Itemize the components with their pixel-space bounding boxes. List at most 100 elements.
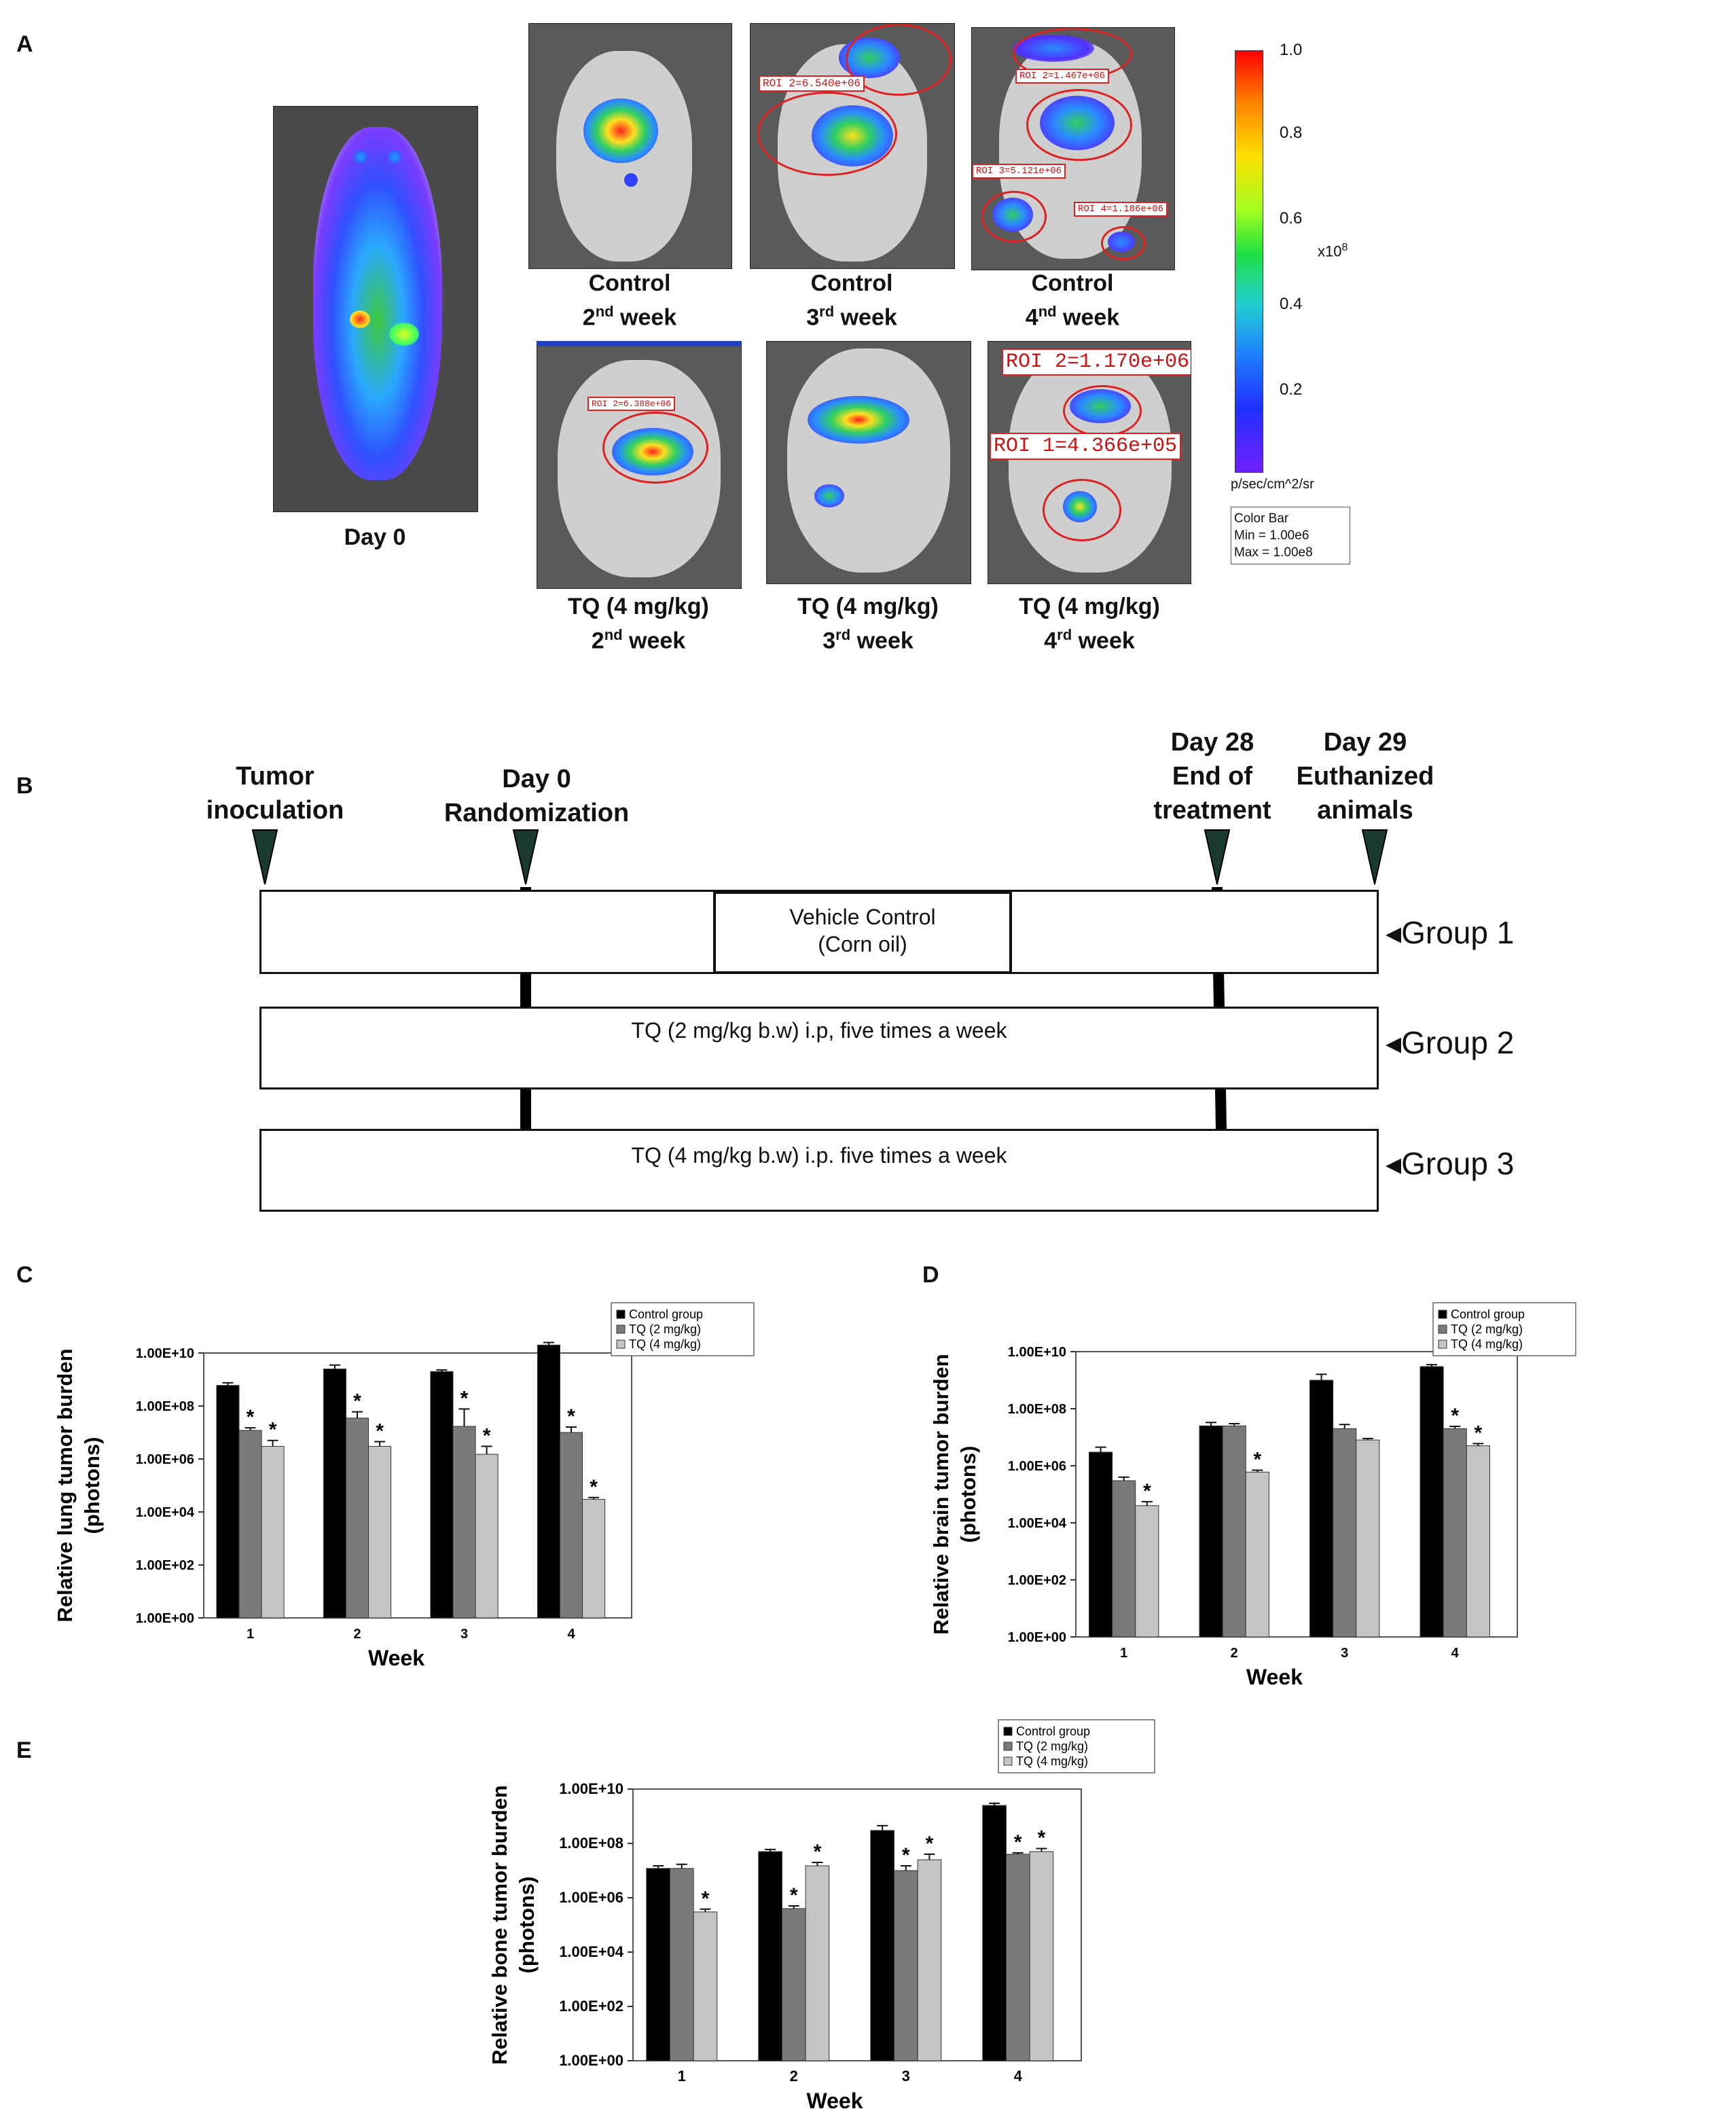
- legend-swatch: [616, 1324, 626, 1334]
- roi-ellipse: [757, 92, 897, 176]
- bar: [559, 1432, 583, 1619]
- color-tick: 0.8: [1280, 124, 1303, 142]
- legend-label: TQ (4 mg/kg): [1451, 1337, 1523, 1351]
- bar: [452, 1426, 476, 1619]
- bar: [1245, 1471, 1269, 1638]
- y-axis-label-unit: (photons): [956, 1446, 980, 1543]
- bar: [1443, 1428, 1467, 1638]
- panel-letter-a: A: [16, 31, 33, 57]
- significance-marker: *: [483, 1424, 491, 1447]
- bar: [693, 1911, 718, 2061]
- y-tick-label: 1.00E+10: [559, 1780, 623, 1797]
- x-tick-label: 3: [1341, 1646, 1348, 1661]
- label-tumor-inoculation: Tumor inoculation: [197, 759, 353, 827]
- x-axis-label: Week: [1246, 1665, 1303, 1689]
- bar: [1222, 1425, 1246, 1638]
- legend-label: TQ (4 mg/kg): [1016, 1754, 1088, 1768]
- legend-swatch: [616, 1339, 626, 1349]
- caption-tq-week2: TQ (4 mg/kg) 2nd week: [523, 592, 754, 655]
- y-tick-label: 1.00E+04: [1008, 1516, 1067, 1531]
- color-legend-max: Max = 1.00e8: [1234, 545, 1313, 560]
- color-multiplier-base: x10: [1318, 242, 1342, 260]
- arrowhead-inoculation: [251, 829, 278, 885]
- signal-blob: [354, 150, 367, 164]
- caption-control-week2: Control 2nd week: [528, 269, 731, 331]
- roi-label: ROI 2=1.467e+06: [1015, 69, 1110, 84]
- roi-ellipse: [1043, 479, 1121, 541]
- y-tick-label: 1.00E+08: [1008, 1402, 1066, 1417]
- label-line: animals: [1317, 796, 1413, 825]
- bar: [1466, 1445, 1490, 1638]
- chart-lung: 1.00E+00 1.00E+02 1.00E+04 1.00E+06 1.00E+08…: [53, 1302, 755, 1670]
- signal-blob: [388, 150, 401, 164]
- bar: [537, 1344, 560, 1619]
- legend-label: Control group: [1451, 1308, 1525, 1321]
- significance-marker: *: [1253, 1449, 1261, 1471]
- roi-ellipse: [1026, 89, 1132, 161]
- caption-week-sup: nd: [604, 626, 623, 643]
- bar: [917, 1859, 942, 2061]
- caption-day0: Day 0: [344, 524, 406, 550]
- bar: [758, 1851, 782, 2061]
- caption-week-num: 4: [1025, 304, 1038, 331]
- significance-marker: *: [247, 1406, 255, 1428]
- caption-week-num: 2: [591, 628, 604, 654]
- x-tick-label: 3: [902, 2068, 910, 2085]
- significance-marker: *: [1038, 1826, 1046, 1849]
- caption-week: 2nd week: [523, 621, 754, 655]
- panel-letter-c: C: [16, 1262, 33, 1288]
- bar: [1199, 1425, 1223, 1638]
- roi-label: ROI 2=1.170e+06: [1002, 348, 1191, 376]
- bar: [261, 1445, 285, 1619]
- arrowhead-day0: [512, 829, 539, 885]
- legend-swatch: [1003, 1727, 1013, 1736]
- caption-week: 3rd week: [753, 621, 983, 655]
- color-unit: p/sec/cm^2/sr: [1231, 477, 1314, 492]
- y-tick-label: 1.00E+02: [136, 1558, 194, 1573]
- roi-label: ROI 2=6.388e+06: [587, 397, 676, 411]
- group2-text: Group 2: [1401, 1025, 1515, 1060]
- bar: [1135, 1505, 1159, 1638]
- significance-marker: *: [1014, 1831, 1022, 1854]
- label-day0-randomization: Day 0 Randomization: [421, 762, 652, 830]
- legend-label: TQ (4 mg/kg): [629, 1337, 701, 1351]
- bar: [870, 1830, 894, 2061]
- y-tick-label: 1.00E+02: [1008, 1573, 1066, 1588]
- y-axis-label: Relative lung tumor burden: [53, 1348, 77, 1622]
- roi-label: ROI 1=4.366e+05: [990, 433, 1182, 460]
- caption-week-sup: nd: [595, 303, 614, 320]
- x-axis-label: Week: [806, 2089, 863, 2113]
- x-axis-label: Week: [368, 1646, 424, 1670]
- bar: [238, 1430, 262, 1619]
- significance-marker: *: [590, 1476, 598, 1498]
- x-tick-label: 4: [1451, 1646, 1460, 1661]
- label-line: Randomization: [444, 799, 630, 827]
- legend-label: Control group: [1016, 1725, 1090, 1738]
- bar: [1309, 1379, 1334, 1638]
- color-tick: 1.0: [1280, 41, 1303, 59]
- bar: [982, 1805, 1007, 2061]
- signal-blob: [814, 484, 844, 507]
- significance-marker: *: [460, 1387, 469, 1409]
- image-control-week4: ROI 2=1.467e+06 ROI 3=5.121e+06 ROI 4=1.…: [971, 27, 1175, 270]
- group3-text: Group 3: [1401, 1146, 1515, 1181]
- caption-group: Control: [810, 270, 893, 296]
- significance-marker: *: [926, 1833, 934, 1855]
- color-bar: 1.0 0.8 0.6 0.4 0.2 x108 p/sec/cm^2/sr C…: [1231, 41, 1367, 591]
- y-tick-label: 1.00E+08: [559, 1835, 623, 1852]
- y-tick-label: 1.00E+06: [136, 1452, 194, 1467]
- significance-marker: *: [702, 1888, 710, 1910]
- group1-text: Group 1: [1401, 915, 1515, 950]
- roi-label: ROI 2=6.540e+06: [759, 75, 865, 92]
- caption-week-num: 4: [1044, 628, 1057, 654]
- legend-box: [1432, 1302, 1576, 1356]
- arrowhead-day28: [1204, 829, 1231, 885]
- label-line: Euthanized: [1296, 762, 1434, 791]
- significance-marker: *: [567, 1405, 575, 1428]
- caption-week-rest: week: [622, 628, 686, 654]
- caption-week: 2nd week: [528, 297, 731, 331]
- image-day0: [273, 106, 478, 512]
- signal-blob: [389, 323, 419, 346]
- chart-bone: 1.00E+00 1.00E+02 1.00E+04 1.00E+06 1.00E+08…: [488, 1719, 1155, 2113]
- caption-group: TQ (4 mg/kg): [797, 594, 939, 619]
